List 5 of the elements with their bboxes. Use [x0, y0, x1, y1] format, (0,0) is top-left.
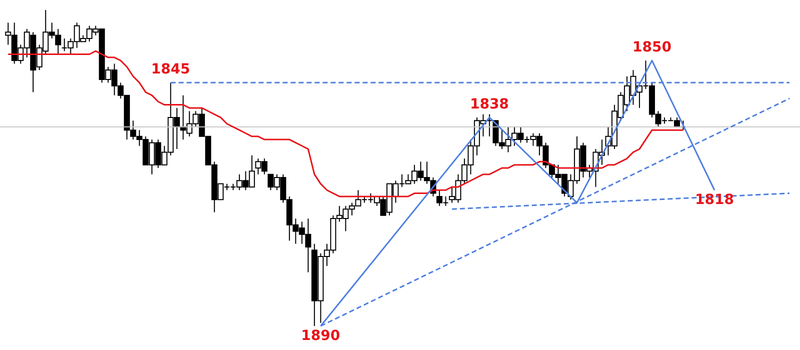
- annotation: 1845: [151, 62, 190, 78]
- annotation: 1890: [301, 328, 340, 344]
- annotation: 1818: [694, 192, 734, 208]
- annotation: 1850: [632, 40, 672, 56]
- annotation: 1838: [470, 96, 509, 112]
